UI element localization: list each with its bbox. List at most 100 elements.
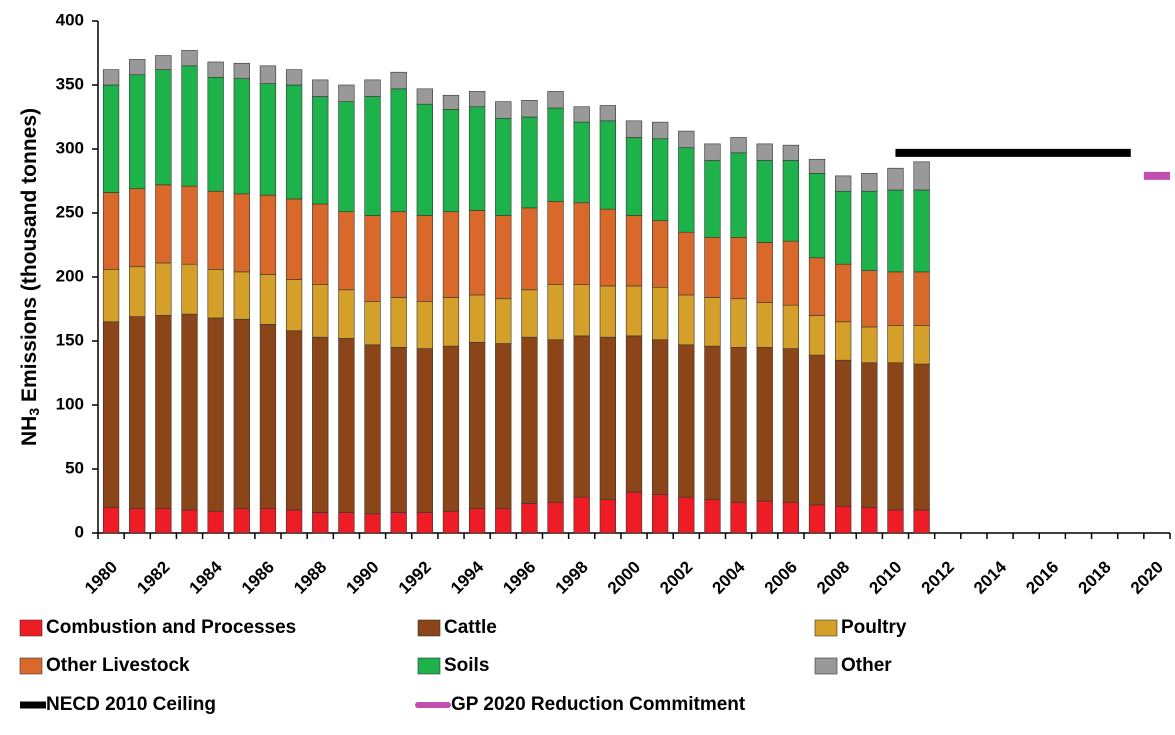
bar-segment xyxy=(312,512,329,534)
bar-segment xyxy=(521,207,538,291)
bar-segment xyxy=(704,345,721,501)
bar-segment xyxy=(207,77,224,192)
legend-swatch xyxy=(417,619,441,637)
bar-segment xyxy=(835,359,852,507)
bar-segment xyxy=(756,347,773,502)
bar-segment xyxy=(442,94,460,110)
bar-segment xyxy=(730,347,747,503)
bar-segment xyxy=(756,302,773,348)
y-tick-label: 350 xyxy=(56,74,84,93)
bar-segment xyxy=(102,507,120,534)
bar-segment xyxy=(442,109,460,213)
bar-segment xyxy=(155,55,172,70)
legend-label: GP 2020 Reduction Commitment xyxy=(451,694,746,715)
bar-segment xyxy=(573,121,590,204)
bar-segment xyxy=(129,508,146,534)
x-tick-label: 2006 xyxy=(761,557,801,597)
bar-segment xyxy=(887,325,904,364)
bar-segment xyxy=(102,84,120,193)
bar-segment xyxy=(913,509,930,534)
bar-segment xyxy=(233,271,250,320)
bar-segment xyxy=(756,500,773,534)
bar-segment xyxy=(390,347,407,513)
bar-segment xyxy=(782,501,800,534)
bar-segment xyxy=(756,143,773,161)
bar-segment xyxy=(808,173,826,259)
x-tick-label: 2004 xyxy=(709,557,750,598)
x-tick-label: 1994 xyxy=(447,557,488,598)
bar-segment xyxy=(730,137,747,154)
bar-segment xyxy=(678,231,695,296)
bar-segment xyxy=(155,184,172,264)
bar-segment xyxy=(599,208,616,287)
bar-segment xyxy=(887,271,904,326)
legend-item: Other xyxy=(814,655,892,676)
bar-segment xyxy=(887,189,904,273)
bar-segment xyxy=(285,84,303,200)
bar-segment xyxy=(233,78,250,195)
x-tick-label: 1984 xyxy=(186,557,227,598)
bar-segment xyxy=(678,294,695,346)
bar-segment xyxy=(808,158,826,174)
bar-segment xyxy=(704,297,721,347)
bar-segment xyxy=(416,512,433,534)
bar-segment xyxy=(416,348,433,513)
bar-segment xyxy=(129,316,146,509)
y-tick-label: 250 xyxy=(56,202,84,221)
bar-segment xyxy=(887,167,904,191)
bar-segment xyxy=(155,69,172,186)
bar-segment xyxy=(730,152,747,238)
bar-segment xyxy=(652,220,669,288)
bar-segment xyxy=(338,211,355,291)
bar-segment xyxy=(129,59,146,76)
bar-segment xyxy=(521,503,538,534)
legend-label: Cattle xyxy=(444,617,497,638)
x-tick-label: 1996 xyxy=(499,557,539,597)
bar-segment xyxy=(259,65,277,85)
bar-segment xyxy=(285,330,303,511)
legend-swatch xyxy=(814,657,838,675)
x-tick-label: 1980 xyxy=(81,557,121,597)
x-tick-label: 1986 xyxy=(238,557,278,597)
bar-segment xyxy=(573,106,590,123)
bar-segment xyxy=(730,501,747,534)
bar-segment xyxy=(285,279,303,332)
bar-segment xyxy=(678,344,695,498)
bar-segment xyxy=(259,83,277,196)
y-tick-label: 100 xyxy=(56,394,84,413)
bar-segment xyxy=(495,508,512,534)
bar-segment xyxy=(861,507,878,534)
bar-segment xyxy=(102,321,120,508)
x-tick-label: 2000 xyxy=(604,557,644,597)
bar-segment xyxy=(390,71,407,90)
x-tick-label: 1990 xyxy=(342,557,382,597)
bar-segment xyxy=(259,194,277,275)
bar-segment xyxy=(285,509,303,534)
bar-segment xyxy=(312,96,329,205)
bar-segment xyxy=(835,175,852,192)
bar-segment xyxy=(390,211,407,298)
bar-segment xyxy=(129,188,146,268)
bar-segment xyxy=(835,263,852,323)
bar-segment xyxy=(285,198,303,280)
bar-segment xyxy=(704,499,721,534)
bar-segment xyxy=(181,263,198,315)
bar-segment xyxy=(102,69,120,86)
bar-segment xyxy=(468,106,486,211)
bar-segment xyxy=(573,284,590,337)
x-tick-label: 1988 xyxy=(290,557,330,597)
y-tick-label: 300 xyxy=(56,138,84,157)
bar-segment xyxy=(155,262,172,316)
bar-segment xyxy=(652,494,669,534)
bar-segment xyxy=(338,289,355,339)
bar-segment xyxy=(599,285,616,338)
bar-segment xyxy=(573,202,590,285)
bar-segment xyxy=(678,130,695,149)
bar-segment xyxy=(338,101,355,213)
bar-segment xyxy=(338,512,355,534)
legend-item: Soils xyxy=(417,655,489,676)
x-tick-label: 2016 xyxy=(1022,557,1062,597)
x-tick-label: 2020 xyxy=(1127,557,1167,597)
bar-segment xyxy=(573,496,590,534)
